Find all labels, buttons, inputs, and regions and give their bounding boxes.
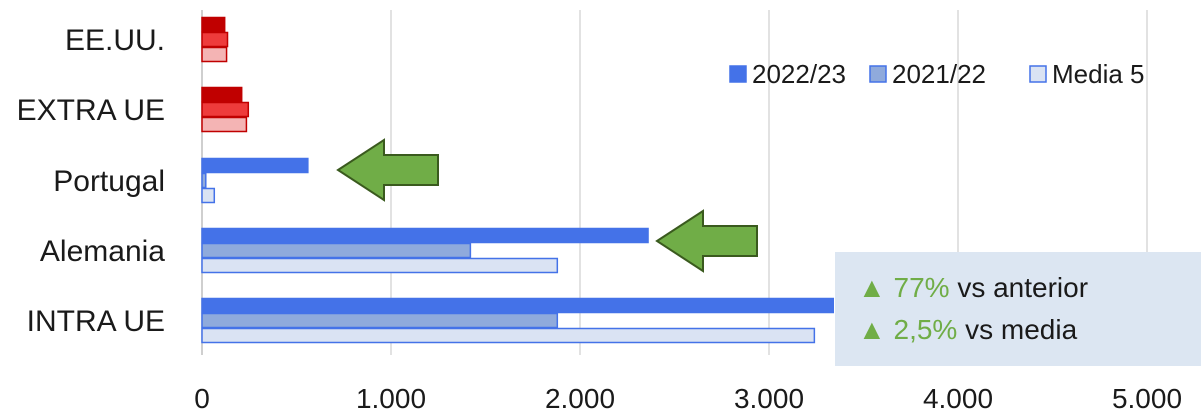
category-label: INTRA UE — [27, 305, 165, 338]
x-tick-labels: 0 1.000 2.000 3.000 4.000 5.000 — [194, 383, 1182, 414]
x-tick-label: 5.000 — [1112, 383, 1182, 414]
bar-eeuu-2 — [201, 46, 228, 63]
x-tick-label: 1.000 — [356, 383, 426, 414]
annotation-box: ▲ 77% vs anterior▲ 2,5% vs media — [835, 252, 1201, 366]
bar-portugal-0 — [201, 157, 309, 174]
annotation-line: ▲ 77% vs anterior — [858, 272, 1088, 303]
grid-lines — [201, 10, 1148, 355]
legend-label: Media 5 — [1052, 59, 1145, 89]
x-tick-label: 0 — [194, 383, 210, 414]
legend-label: 2021/22 — [892, 59, 986, 89]
x-tick-label: 2.000 — [545, 383, 615, 414]
legend-swatch — [869, 65, 887, 83]
annotation-text: vs anterior — [957, 272, 1088, 303]
category-label: Alemania — [40, 235, 165, 268]
bar-portugal-2 — [201, 187, 216, 204]
annotation-percent: 77% — [894, 272, 958, 303]
bar-intraue-0 — [201, 297, 835, 314]
annotation-background — [835, 252, 1201, 366]
legend: 2022/23 2021/22 Media 5 — [729, 59, 1145, 89]
category-labels: EE.UU. EXTRA UE Portugal Alemania INTRA UE — [17, 24, 166, 338]
category-label: Portugal — [53, 165, 165, 198]
bar-alemania-0 — [201, 227, 649, 244]
x-tick-label: 3.000 — [734, 383, 804, 414]
highlight-arrows — [336, 138, 758, 273]
legend-label: 2022/23 — [752, 59, 846, 89]
bar-eeuu-0 — [201, 16, 226, 33]
annotation-text: vs media — [965, 314, 1077, 345]
bar-extraue-1 — [201, 101, 250, 118]
x-tick-label: 4.000 — [923, 383, 993, 414]
bar-intraue-1 — [201, 312, 559, 329]
arrow-icon — [336, 138, 439, 202]
bar-alemania-1 — [201, 242, 472, 259]
legend-swatch — [1029, 65, 1047, 83]
bar-extraue-2 — [201, 116, 248, 133]
arrow-icon — [655, 209, 758, 273]
legend-swatch — [729, 65, 747, 83]
bar-alemania-2 — [201, 257, 559, 274]
annotation-line: ▲ 2,5% vs media — [858, 314, 1078, 345]
bar-extraue-0 — [201, 86, 243, 103]
up-triangle-icon: ▲ — [858, 272, 894, 303]
bar-intraue-2 — [201, 327, 816, 344]
annotation-percent: 2,5% — [894, 314, 966, 345]
bar-portugal-1 — [201, 172, 207, 189]
category-label: EE.UU. — [65, 24, 165, 57]
bar-eeuu-1 — [201, 31, 229, 48]
category-label: EXTRA UE — [17, 94, 165, 127]
bars — [201, 16, 835, 344]
up-triangle-icon: ▲ — [858, 314, 894, 345]
